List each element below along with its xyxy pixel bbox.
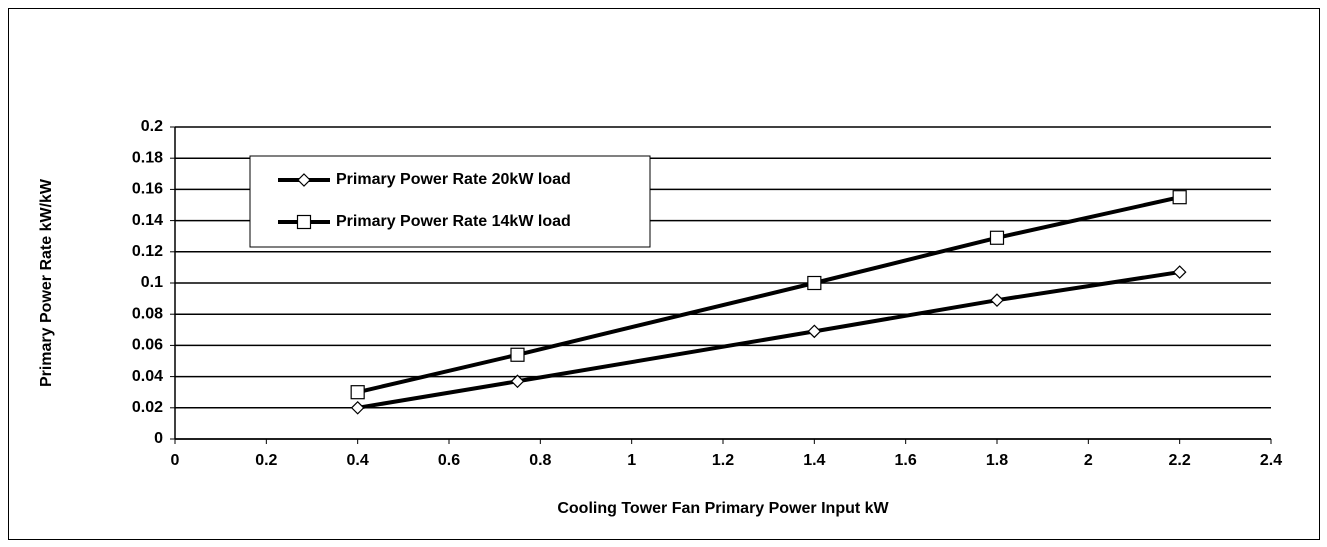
x-tick-label: 1 [627, 452, 636, 469]
x-tick-label: 0.6 [438, 452, 460, 469]
y-tick-label: 0.18 [132, 149, 163, 166]
y-tick-label: 0.08 [132, 305, 163, 322]
y-axis-title: Primary Power Rate kW/kW [38, 178, 55, 387]
x-tick-label: 0.2 [255, 452, 277, 469]
marker [989, 230, 1005, 245]
marker [350, 400, 365, 415]
marker [807, 324, 822, 339]
y-tick-label: 0.14 [132, 212, 163, 229]
x-tick-label: 0.8 [529, 452, 551, 469]
x-tick-label: 1.4 [803, 452, 825, 469]
x-tick-label: 0 [171, 452, 180, 469]
y-tick-label: 0.02 [132, 399, 163, 416]
y-tick-label: 0.04 [132, 368, 163, 385]
marker [510, 347, 525, 362]
y-tick-label: 0.12 [132, 243, 163, 260]
y-tick-label: 0.16 [132, 181, 163, 198]
y-tick-label: 0.1 [141, 274, 163, 291]
x-tick-label: 0.4 [347, 452, 369, 469]
x-tick-label: 1.6 [895, 452, 917, 469]
marker [1172, 265, 1187, 279]
legend-label: Primary Power Rate 14kW load [336, 213, 571, 230]
x-tick-label: 2 [1084, 452, 1093, 469]
x-tick-label: 2.2 [1169, 452, 1191, 469]
x-tick-label: 1.8 [986, 452, 1008, 469]
y-tick-label: 0 [154, 430, 163, 447]
marker [990, 293, 1004, 308]
marker [807, 275, 822, 291]
marker [510, 374, 525, 389]
marker [350, 385, 365, 400]
chart-border [8, 8, 1320, 540]
y-tick-label: 0.2 [141, 118, 163, 135]
x-axis-title: Cooling Tower Fan Primary Power Input kW [557, 500, 889, 517]
legend [249, 155, 651, 248]
marker [297, 173, 311, 187]
x-tick-label: 2.4 [1260, 452, 1282, 469]
marker [296, 214, 312, 230]
legend-label: Primary Power Rate 20kW load [336, 171, 571, 188]
marker [1172, 190, 1187, 205]
x-tick-label: 1.2 [712, 452, 734, 469]
y-tick-label: 0.06 [132, 337, 163, 354]
